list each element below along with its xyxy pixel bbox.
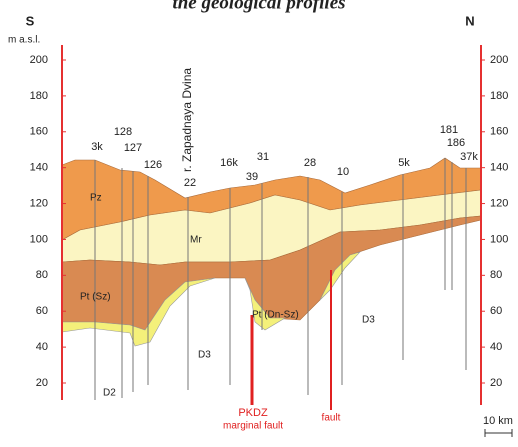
layer-label: Pt (Dn-Sz) (252, 310, 299, 321)
right-tick-label: 20 (490, 377, 502, 389)
right-tick-label: 200 (490, 54, 508, 66)
borehole-label: 37k (460, 151, 478, 163)
borehole-label: 10 (337, 166, 349, 178)
borehole-label: 3k (91, 141, 103, 153)
right-tick-label: 120 (490, 197, 508, 209)
unit-label: m a.s.l. (8, 35, 40, 46)
borehole-label: 39 (246, 171, 258, 183)
right-tick-label: 160 (490, 126, 508, 138)
north-label: N (465, 13, 474, 28)
borehole-label: 16k (220, 157, 238, 169)
left-tick-label: 160 (30, 126, 48, 138)
layer-label: Mr (190, 235, 202, 246)
scale-label: 10 km (483, 415, 513, 427)
borehole-label: 31 (257, 151, 269, 163)
borehole-label: 126 (144, 159, 162, 171)
left-tick-label: 180 (30, 90, 48, 102)
right-tick-label: 60 (490, 305, 502, 317)
left-tick-label: 80 (36, 269, 48, 281)
left-tick-label: 40 (36, 341, 48, 353)
borehole-label: 5k (398, 157, 410, 169)
right-tick-label: 140 (490, 162, 508, 174)
fault-label: fault (322, 413, 341, 424)
river-label: r. Zapadnaya Dvina (180, 68, 194, 172)
layer-label: D3 (198, 350, 211, 361)
geological-profile: the geological profiles S N m a.s.l. 200… (0, 0, 518, 442)
layer-label: Pt (Sz) (80, 292, 111, 303)
marginal-fault-label: marginal fault (223, 421, 283, 432)
borehole-label: 186 (447, 137, 465, 149)
left-tick-label: 120 (30, 197, 48, 209)
borehole-label: 28 (304, 157, 316, 169)
layer-label: D3 (362, 315, 375, 326)
left-tick-label: 200 (30, 54, 48, 66)
borehole-label: 22 (184, 177, 196, 189)
right-tick-label: 80 (490, 269, 502, 281)
pkdz-label: PKDZ (238, 407, 268, 419)
left-tick-label: 100 (30, 233, 48, 245)
layer-label: D2 (103, 388, 116, 399)
right-tick-label: 180 (490, 90, 508, 102)
left-tick-label: 60 (36, 305, 48, 317)
right-tick-label: 100 (490, 233, 508, 245)
borehole-label: 127 (124, 142, 142, 154)
layer-label: Pz (90, 193, 102, 204)
left-tick-label: 20 (36, 377, 48, 389)
south-label: S (26, 13, 35, 28)
left-tick-label: 140 (30, 162, 48, 174)
right-tick-label: 40 (490, 341, 502, 353)
title: the geological profiles (172, 0, 345, 13)
borehole-label: 181 (440, 124, 458, 136)
borehole-label: 128 (114, 126, 132, 138)
